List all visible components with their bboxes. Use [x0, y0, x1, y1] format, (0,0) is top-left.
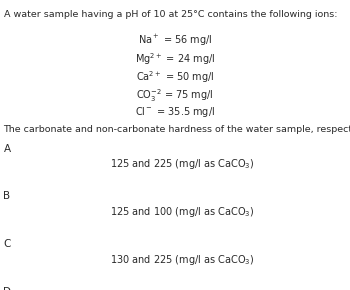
Text: Ca$^{2+}$ = 50 mg/l: Ca$^{2+}$ = 50 mg/l [136, 69, 214, 85]
Text: A: A [4, 144, 10, 153]
Text: Cl$^-$ = 35.5 mg/l: Cl$^-$ = 35.5 mg/l [135, 105, 215, 119]
Text: Mg$^{2+}$ = 24 mg/l: Mg$^{2+}$ = 24 mg/l [135, 51, 215, 67]
Text: A water sample having a pH of 10 at 25°C contains the following ions:: A water sample having a pH of 10 at 25°C… [4, 10, 337, 19]
Text: C: C [4, 239, 11, 249]
Text: CO$_3^{-2}$ = 75 mg/l: CO$_3^{-2}$ = 75 mg/l [136, 87, 214, 104]
Text: 125 and 225 (mg/l as CaCO$_3$): 125 and 225 (mg/l as CaCO$_3$) [110, 157, 254, 171]
Text: D: D [4, 287, 12, 290]
Text: 125 and 100 (mg/l as CaCO$_3$): 125 and 100 (mg/l as CaCO$_3$) [110, 205, 254, 219]
Text: 130 and 225 (mg/l as CaCO$_3$): 130 and 225 (mg/l as CaCO$_3$) [110, 253, 254, 267]
Text: The carbonate and non-carbonate hardness of the water sample, respectively are: The carbonate and non-carbonate hardness… [4, 125, 350, 134]
Text: B: B [4, 191, 10, 201]
Text: Na$^+$ = 56 mg/l: Na$^+$ = 56 mg/l [138, 33, 212, 48]
